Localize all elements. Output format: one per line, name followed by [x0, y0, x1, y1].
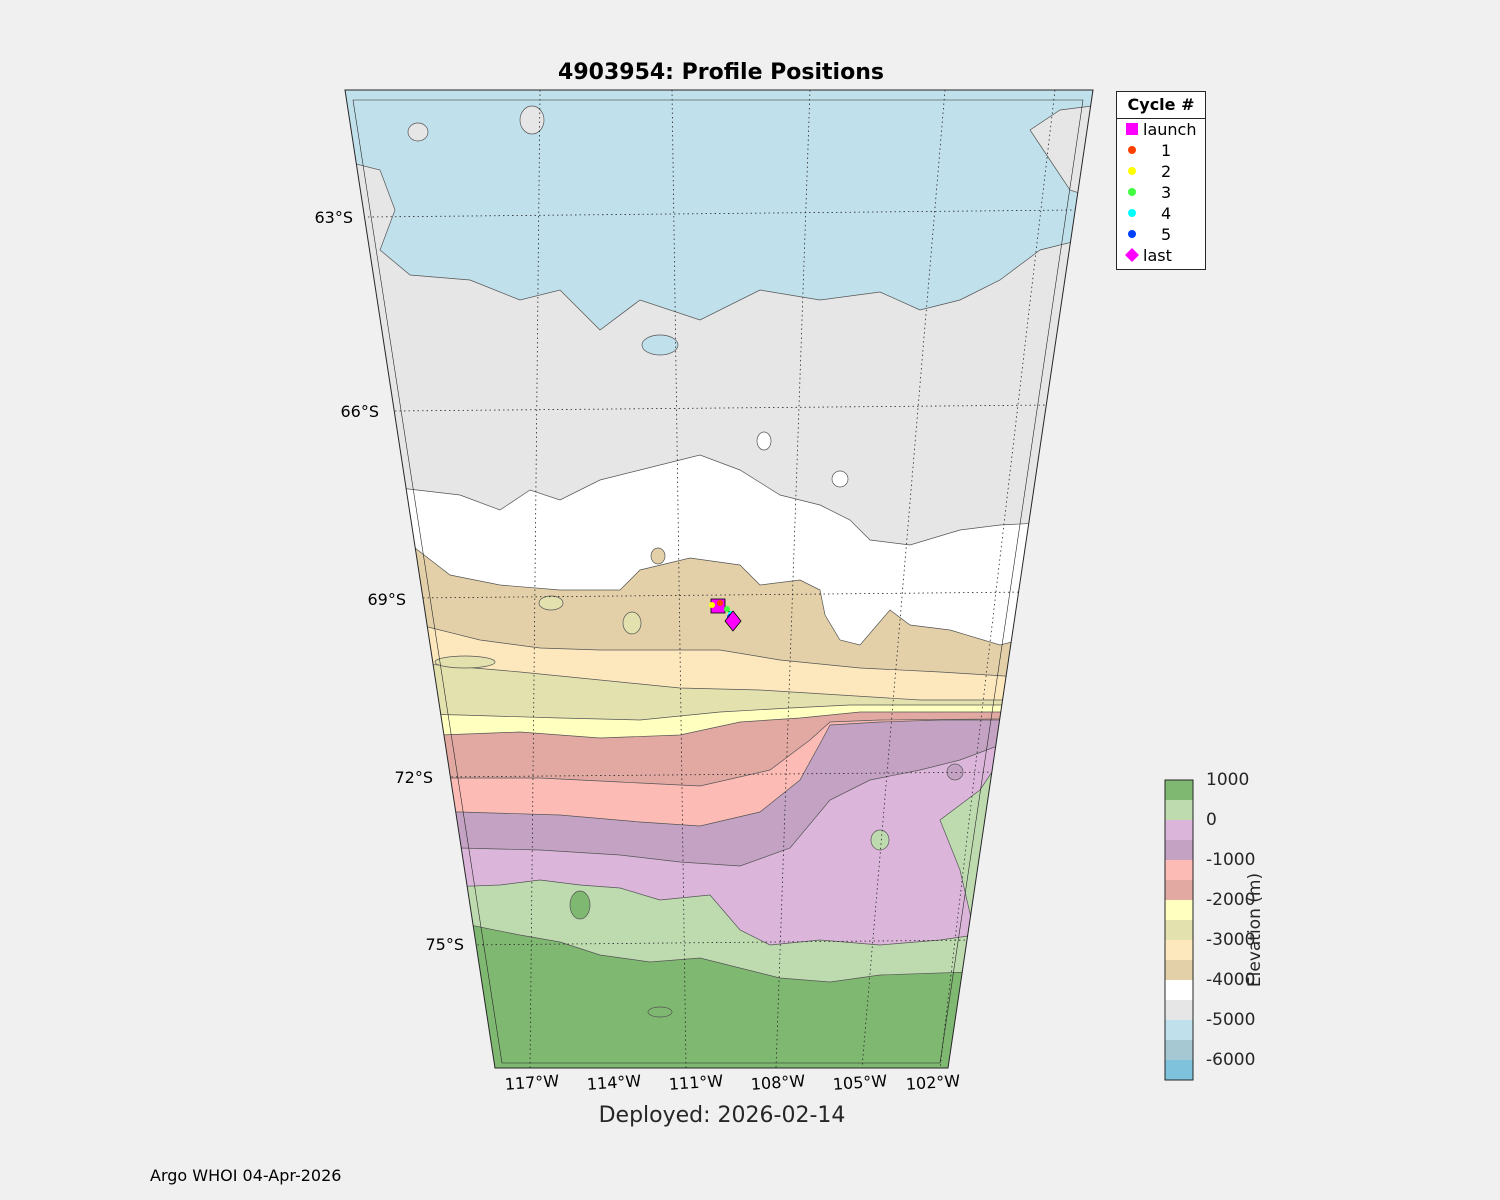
legend-label: 4: [1161, 204, 1172, 223]
colorbar-swatch: [1165, 940, 1193, 960]
deployed-date: Deployed: 2026-02-14: [598, 1103, 846, 1128]
legend-label: 2: [1161, 162, 1172, 181]
colorbar-swatch: [1165, 840, 1193, 860]
lat-label: 69°S: [367, 590, 406, 609]
legend-entry-last: last: [1117, 245, 1205, 266]
float-track: [709, 598, 742, 632]
legend: Cycle # launch 1 2 3 4 5 last: [1116, 91, 1206, 270]
colorbar-tick: -1000: [1206, 850, 1256, 870]
legend-label: 5: [1161, 225, 1172, 244]
colorbar-swatch: [1165, 960, 1193, 980]
lat-label: 72°S: [394, 768, 433, 787]
colorbar-swatch: [1165, 1000, 1193, 1020]
diamond-marker-icon: [1125, 248, 1139, 262]
dot-marker-icon: [1128, 230, 1136, 238]
colorbar-swatch: [1165, 920, 1193, 940]
legend-label: last: [1143, 246, 1172, 265]
legend-label: 3: [1161, 183, 1172, 202]
colorbar-tick: 0: [1206, 810, 1217, 830]
colorbar-frame: [1164, 779, 1194, 1081]
dot-marker-icon: [1128, 188, 1136, 196]
legend-entry-1: 1: [1117, 140, 1205, 161]
colorbar-label: Elevation (m): [1245, 872, 1265, 988]
colorbar-swatch: [1165, 800, 1193, 820]
colorbar-swatch: [1165, 1060, 1193, 1080]
dot-marker-icon: [1128, 209, 1136, 217]
legend-entry-4: 4: [1117, 203, 1205, 224]
colorbar-swatch: [1165, 880, 1193, 900]
colorbar-tick: -2000: [1206, 890, 1256, 910]
lat-label: 75°S: [425, 935, 464, 954]
legend-title: Cycle #: [1117, 92, 1205, 119]
dot-marker-icon: [1128, 167, 1136, 175]
colorbar: [1164, 779, 1194, 1081]
legend-entry-3: 3: [1117, 182, 1205, 203]
colorbar-swatch: [1165, 980, 1193, 1000]
colorbar-swatch: [1165, 780, 1193, 800]
colorbar-swatch: [1165, 860, 1193, 880]
map-title: 4903954: Profile Positions: [558, 60, 884, 85]
colorbar-tick: -5000: [1206, 1010, 1256, 1030]
dot-marker-icon: [1128, 146, 1136, 154]
legend-label: launch: [1143, 120, 1197, 139]
bathymetry-layer: [345, 90, 1093, 1068]
legend-entry-2: 2: [1117, 161, 1205, 182]
square-marker-icon: [1126, 123, 1138, 135]
legend-label: 1: [1161, 141, 1172, 160]
colorbar-tick: -4000: [1206, 970, 1256, 990]
colorbar-swatch: [1165, 900, 1193, 920]
legend-entry-5: 5: [1117, 224, 1205, 245]
colorbar-tick: -3000: [1206, 930, 1256, 950]
legend-entry-launch: launch: [1117, 119, 1205, 140]
credit-text: Argo WHOI 04-Apr-2026: [150, 1166, 342, 1185]
colorbar-swatch: [1165, 1020, 1193, 1040]
colorbar-swatch: [1165, 820, 1193, 840]
colorbar-tick: -6000: [1206, 1050, 1256, 1070]
colorbar-tick: 1000: [1206, 770, 1250, 790]
colorbar-swatch: [1165, 1040, 1193, 1060]
lat-label: 66°S: [340, 402, 379, 421]
lat-label: 63°S: [314, 208, 353, 227]
